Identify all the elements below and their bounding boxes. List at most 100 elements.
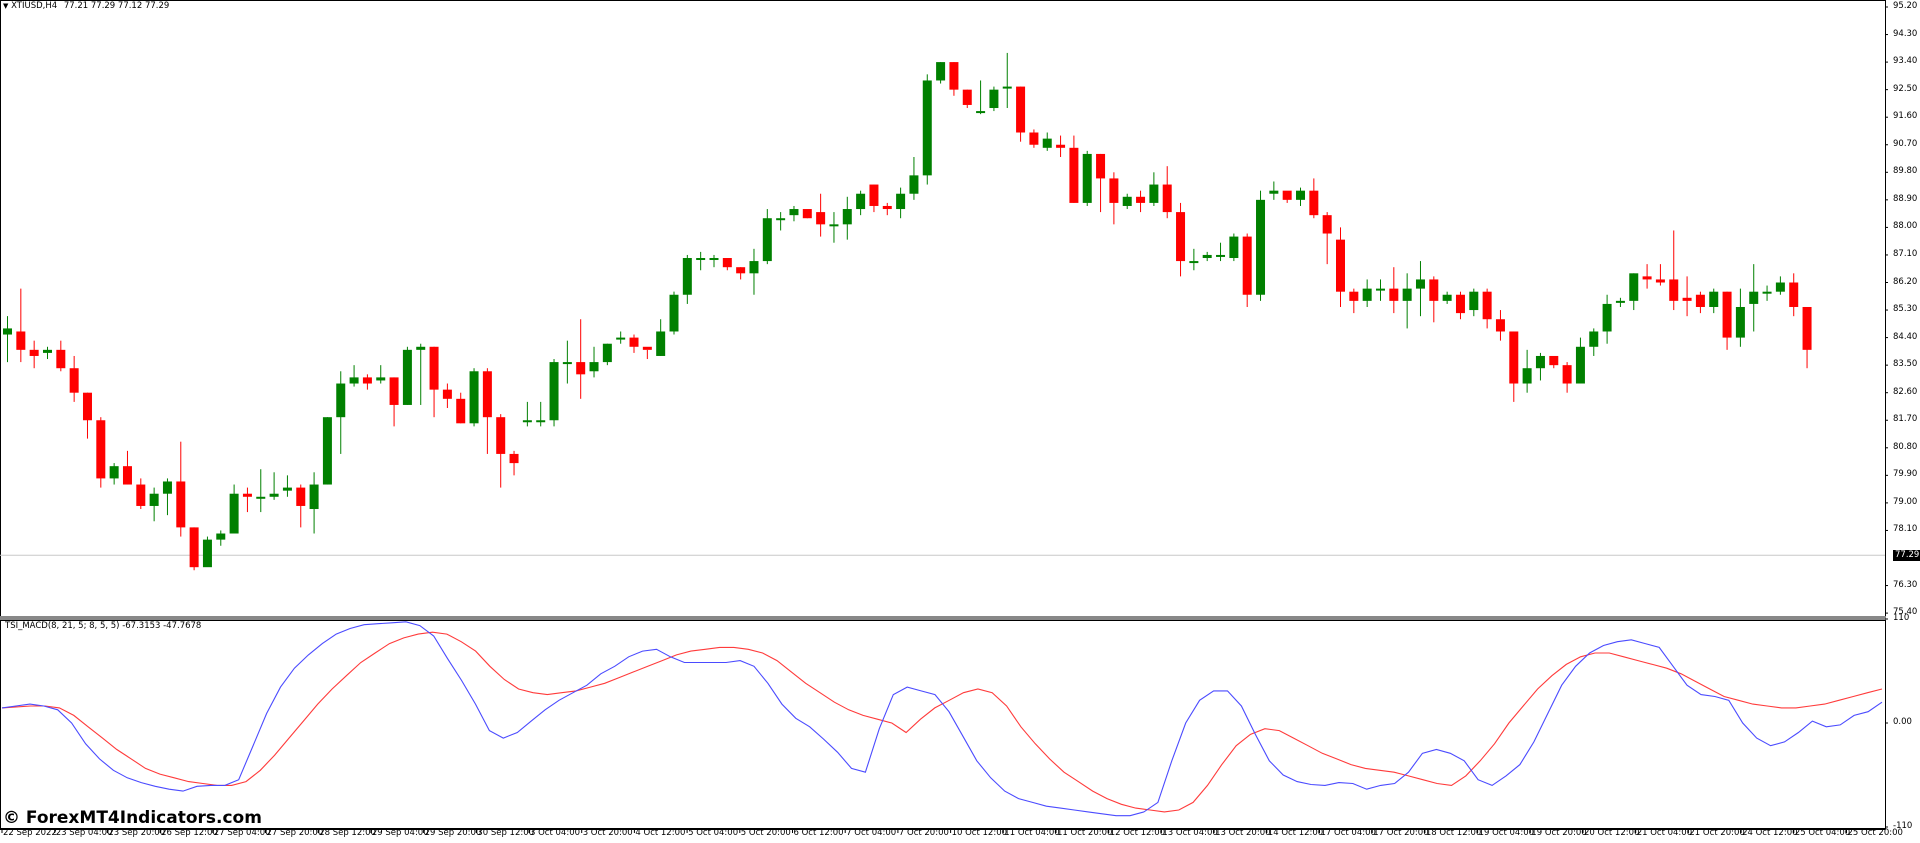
collapse-triangle-icon[interactable]: ▼ [3,2,9,10]
candle[interactable] [616,331,626,344]
candle[interactable] [1682,276,1692,317]
candle[interactable] [149,487,159,522]
candle[interactable] [576,319,586,399]
candle[interactable] [1669,230,1679,311]
candle[interactable] [1349,288,1359,314]
candle[interactable] [109,463,119,485]
candle[interactable] [1362,279,1372,307]
candle[interactable] [656,319,666,356]
candle[interactable] [1402,273,1412,329]
candle[interactable] [1615,297,1625,307]
candle[interactable] [1495,310,1505,341]
candle[interactable] [936,62,946,84]
candle[interactable] [709,254,719,268]
candle[interactable] [682,254,692,304]
candle[interactable] [309,472,319,534]
candle[interactable] [189,527,199,571]
candle[interactable] [1629,273,1639,311]
candle[interactable] [1709,288,1719,314]
candle[interactable] [269,472,279,500]
candle[interactable] [1509,331,1519,402]
candle[interactable] [1242,233,1252,307]
candle[interactable] [1575,337,1585,384]
candle[interactable] [842,196,852,240]
candle[interactable] [1202,251,1212,262]
candle[interactable] [602,343,612,366]
candle[interactable] [429,346,439,418]
candle[interactable] [962,89,972,109]
candle[interactable] [522,401,532,427]
candle[interactable] [776,212,786,231]
candle[interactable] [736,267,746,280]
candle[interactable] [16,288,26,363]
candle[interactable] [869,184,879,213]
candle[interactable] [162,478,172,516]
candle[interactable] [1216,242,1226,262]
candle[interactable] [1229,233,1239,262]
candle[interactable] [456,392,466,424]
candle[interactable] [562,340,572,384]
candle[interactable] [3,316,12,363]
candle[interactable] [122,450,132,485]
candle[interactable] [1482,288,1492,329]
candle[interactable] [482,368,492,454]
candle[interactable] [722,258,732,271]
candle[interactable] [256,469,266,513]
candle[interactable] [1189,248,1199,271]
candle[interactable] [882,202,892,216]
candle[interactable] [336,371,346,454]
candle[interactable] [896,187,906,219]
candle[interactable] [1469,288,1479,317]
candle[interactable] [1109,172,1119,225]
candle[interactable] [989,86,999,112]
candle[interactable] [349,365,359,387]
candle[interactable] [96,417,106,488]
candle[interactable] [362,374,372,390]
candle[interactable] [322,417,332,485]
candle[interactable] [1429,276,1439,323]
candle[interactable] [1442,291,1452,304]
candle[interactable] [1762,285,1772,301]
candle[interactable] [949,62,959,96]
candle[interactable] [1029,129,1039,148]
candle[interactable] [1002,52,1012,109]
candle[interactable] [816,193,826,237]
candle[interactable] [536,401,546,427]
candle[interactable] [1802,306,1812,369]
candle[interactable] [82,392,92,439]
candle[interactable] [1735,288,1745,347]
candle[interactable] [909,156,919,200]
candle[interactable] [922,74,932,185]
candle[interactable] [496,414,506,488]
candle[interactable] [1322,212,1332,265]
candle[interactable] [1549,355,1559,369]
candle[interactable] [29,340,39,369]
candle[interactable] [762,209,772,265]
candle[interactable] [642,346,652,360]
candle[interactable] [1256,190,1266,301]
candle[interactable] [176,441,186,537]
candle[interactable] [1096,153,1106,213]
candle[interactable] [1562,362,1572,393]
candle[interactable] [1149,172,1159,206]
candle[interactable] [1375,279,1385,301]
candle[interactable] [1309,178,1319,219]
candle[interactable] [1455,291,1465,320]
candle[interactable] [442,383,452,409]
candle[interactable] [1722,291,1732,350]
candle[interactable] [389,377,399,427]
panel-separator[interactable] [0,616,1886,620]
candle[interactable] [1136,190,1146,213]
candle[interactable] [1789,273,1799,317]
candle[interactable] [1056,135,1066,157]
candle[interactable] [1016,86,1026,142]
candle[interactable] [296,484,306,528]
candle[interactable] [1695,291,1705,314]
candle[interactable] [629,334,639,353]
candle[interactable] [1069,135,1079,203]
candle[interactable] [1269,181,1279,200]
candle[interactable] [589,346,599,378]
candle[interactable] [242,487,252,513]
candle[interactable] [1082,150,1092,206]
candle[interactable] [469,368,479,427]
